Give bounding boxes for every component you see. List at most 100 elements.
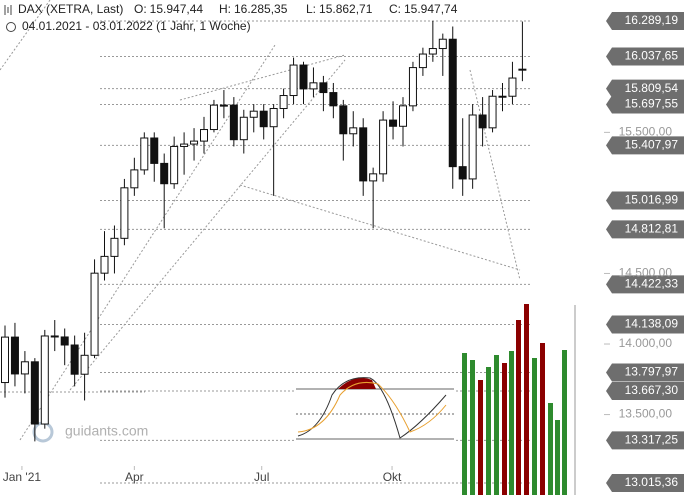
candle-body — [120, 187, 129, 239]
level-box — [606, 473, 684, 492]
level-label: 15.407,97 — [625, 138, 679, 152]
ohlc-label: C: — [389, 2, 401, 16]
candle-body — [389, 119, 398, 127]
candle-body — [1, 336, 9, 384]
trendline — [239, 184, 521, 271]
candle-body — [30, 361, 39, 425]
indicator-bar — [470, 360, 475, 495]
indicator-bar — [509, 351, 514, 495]
level-box — [606, 47, 684, 66]
candle-body — [10, 336, 19, 375]
level-label: 15.016,99 — [625, 193, 679, 207]
candle-body — [478, 114, 487, 129]
indicator-bar — [502, 363, 507, 495]
level-box — [606, 315, 684, 334]
trendline — [69, 59, 346, 391]
ohlc-value: 15.862,71 — [319, 2, 373, 16]
clock-icon — [6, 22, 16, 32]
candle-body — [70, 344, 79, 375]
chart-icon — [4, 5, 12, 15]
candle-body — [438, 38, 447, 50]
x-tick-label: Okt — [383, 470, 402, 484]
candle-body — [448, 38, 457, 168]
indicator-bar — [524, 304, 529, 495]
candle-body — [369, 173, 378, 182]
y-tick-label: 15.500,00 — [619, 125, 673, 139]
candle-body — [359, 127, 368, 182]
candle-body — [60, 336, 69, 346]
candle-body — [40, 335, 49, 425]
level-box — [606, 79, 684, 98]
candle-body — [488, 95, 497, 129]
y-tick-label: 14.000,00 — [619, 336, 673, 350]
candle-body — [468, 114, 477, 180]
candle-body — [498, 95, 507, 98]
x-tick-label: Jan '21 — [3, 470, 42, 484]
ohlc-header: O: 15.947,44 H: 16.285,35 L: 15.862,71 C: 15.94… — [134, 2, 458, 16]
candle-body — [190, 140, 199, 145]
candle-body — [90, 272, 99, 356]
candle-body — [160, 162, 169, 185]
level-box — [606, 136, 684, 155]
ohlc-value: 15.947,74 — [404, 2, 458, 16]
candle-body — [100, 255, 109, 274]
candle-body — [319, 82, 328, 94]
candle-body — [299, 64, 308, 90]
level-box — [606, 11, 684, 30]
level-label: 13.667,30 — [625, 383, 679, 397]
level-label: 16.289,19 — [625, 13, 679, 27]
candle-body — [209, 104, 218, 131]
ohlc-value: 15.947,44 — [150, 2, 204, 16]
candle-body — [170, 145, 179, 185]
candle-body — [399, 105, 407, 127]
candle-body — [229, 104, 238, 141]
ohlc-value: 16.285,35 — [234, 2, 288, 16]
candle-body — [50, 335, 59, 338]
chart-subtitle: 04.01.2021 - 03.01.2022 (1 Jahr, 1 Woche… — [22, 19, 251, 33]
level-box — [606, 363, 684, 382]
level-label: 15.809,54 — [625, 81, 679, 95]
indicator-bar — [478, 380, 483, 495]
candle-body — [408, 67, 417, 107]
watermark: guidants.com — [65, 423, 148, 439]
y-tick-label: 13.500,00 — [619, 407, 673, 421]
indicator-bar — [548, 403, 553, 495]
ohlc-label: H: — [219, 2, 231, 16]
candle-body — [180, 143, 189, 147]
candle-body — [20, 361, 29, 375]
chart-title: DAX (XETRA, Last) — [18, 2, 123, 16]
trendline — [179, 54, 346, 101]
candle-body — [379, 119, 388, 175]
candle-body — [80, 354, 89, 375]
x-tick-label: Jul — [254, 470, 269, 484]
indicator-panel — [296, 373, 454, 451]
level-label: 13.797,97 — [625, 365, 679, 379]
candle-body — [339, 105, 348, 135]
level-label: 15.697,55 — [625, 97, 679, 111]
ohlc-label: O: — [134, 2, 147, 16]
level-label: 14.422,33 — [625, 277, 679, 291]
ohlc-label: L: — [306, 2, 316, 16]
x-tick-label: Apr — [125, 470, 144, 484]
level-box — [606, 275, 684, 294]
indicator-bar — [462, 353, 467, 495]
indicator-bar — [494, 355, 499, 495]
candle-body — [259, 110, 268, 128]
candle-body — [140, 137, 149, 171]
candle-body — [508, 77, 517, 97]
indicator-bar — [555, 420, 560, 495]
candle-body — [239, 116, 248, 141]
indicator-bar — [532, 358, 537, 495]
candle-body — [110, 237, 119, 257]
level-box — [606, 220, 684, 239]
level-box — [606, 381, 684, 400]
indicator-bars — [462, 304, 576, 495]
level-box — [606, 95, 684, 114]
indicator-bar — [540, 343, 545, 495]
candle-body — [279, 95, 288, 110]
chart-header: DAX (XETRA, Last) — [18, 2, 123, 16]
candle-body — [418, 53, 427, 69]
candle-body — [249, 110, 258, 118]
level-label: 13.015,36 — [625, 475, 679, 489]
